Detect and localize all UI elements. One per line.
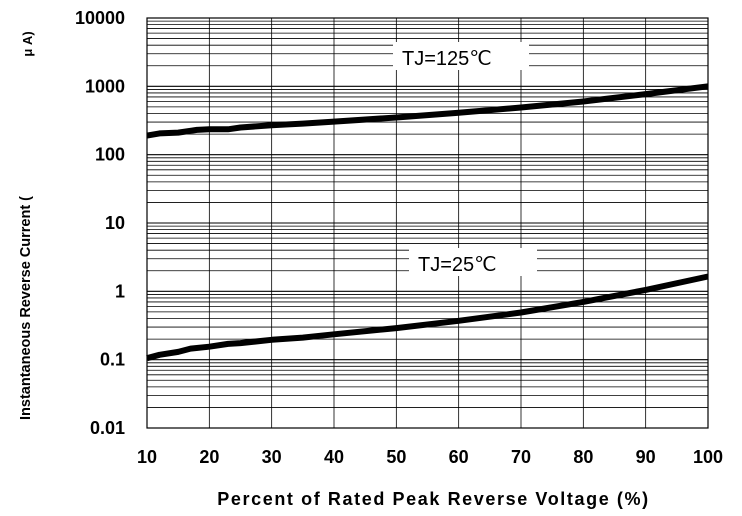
x-tick-label: 40 xyxy=(324,447,344,467)
annotation-tj125-background xyxy=(393,42,529,70)
x-tick-label: 50 xyxy=(386,447,406,467)
y-axis-label: Instantaneous Reverse Current ( xyxy=(18,196,34,420)
series-line-0 xyxy=(146,83,709,139)
plot-series xyxy=(146,83,709,362)
y-tick-label: 100 xyxy=(95,145,125,165)
annotation-tj25: TJ=25℃ xyxy=(409,248,537,276)
x-tick-label: 100 xyxy=(693,447,723,467)
x-tick-label: 90 xyxy=(636,447,656,467)
annotation-tj25-background xyxy=(409,248,537,276)
y-tick-label: 10000 xyxy=(75,8,125,28)
plot-frame xyxy=(146,17,709,429)
y-tick-label: 1000 xyxy=(85,76,125,96)
plot-grid xyxy=(146,18,709,429)
y-tick-label: 0.01 xyxy=(90,418,125,438)
x-tick-label: 30 xyxy=(262,447,282,467)
x-tick-label: 80 xyxy=(573,447,593,467)
x-axis-label: Percent of Rated Peak Reverse Voltage (%… xyxy=(217,489,649,509)
series-line-1 xyxy=(146,273,709,362)
annotation-tj25-text: TJ=25℃ xyxy=(418,254,497,276)
y-tick-label: 10 xyxy=(105,213,125,233)
x-tick-label: 10 xyxy=(137,447,157,467)
annotation-tj125-text: TJ=125℃ xyxy=(402,48,492,70)
tick-labels: 10 20 30 40 50 60 70 80 90 100 0.01 0.1 1 10 100 1000 10… xyxy=(75,8,723,467)
y-tick-label: 0.1 xyxy=(100,350,125,370)
x-tick-label: 70 xyxy=(511,447,531,467)
y-tick-label: 1 xyxy=(115,281,125,301)
y-axis-unit-label: μ A) xyxy=(20,31,35,56)
x-tick-label: 60 xyxy=(449,447,469,467)
annotation-tj125: TJ=125℃ xyxy=(393,42,529,70)
x-tick-label: 20 xyxy=(199,447,219,467)
